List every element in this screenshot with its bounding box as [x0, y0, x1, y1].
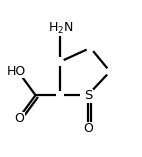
Text: O: O — [14, 112, 24, 125]
Text: O: O — [83, 122, 93, 135]
Text: H$_2$N: H$_2$N — [48, 21, 74, 36]
Text: HO: HO — [7, 65, 26, 78]
Text: S: S — [84, 89, 93, 102]
